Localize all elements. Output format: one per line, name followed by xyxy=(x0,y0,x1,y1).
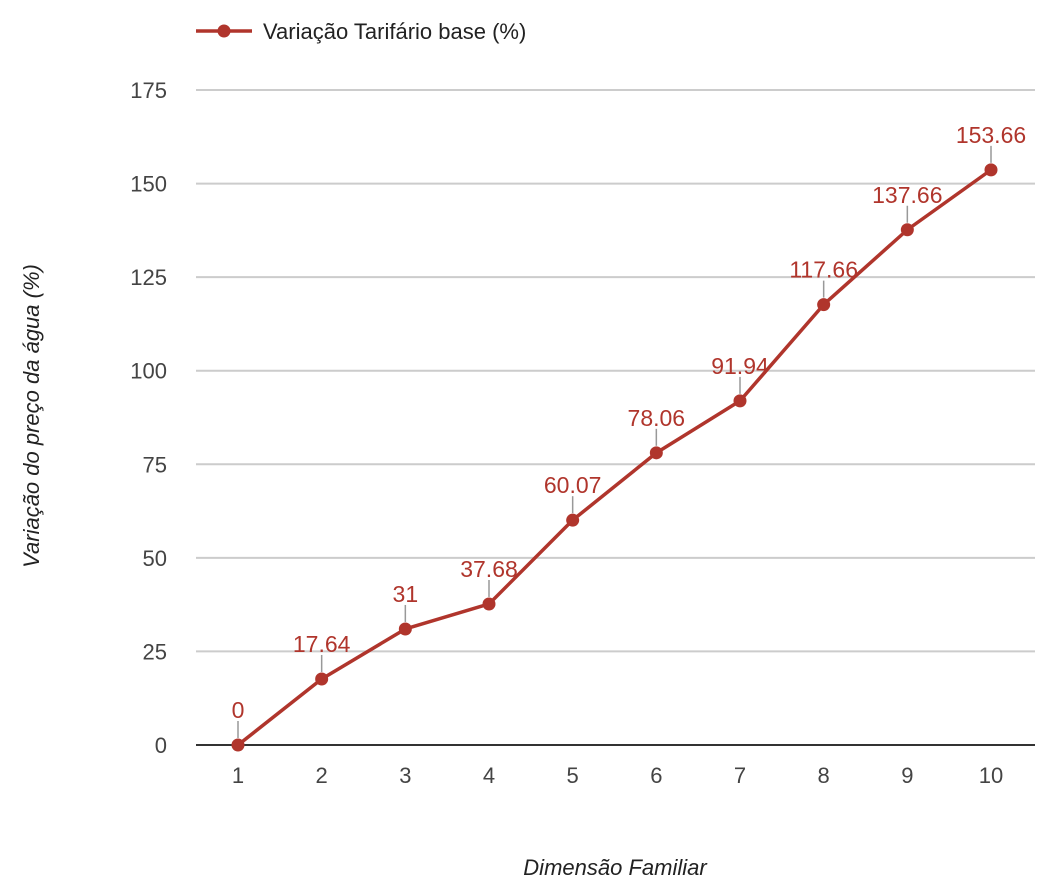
data-point[interactable] xyxy=(817,298,831,312)
gridlines xyxy=(196,89,1035,746)
data-point[interactable] xyxy=(900,223,914,237)
y-axis-title: Variação do preço da água (%) xyxy=(19,264,44,568)
data-value-label: 91.94 xyxy=(711,353,769,379)
series-line xyxy=(236,168,993,747)
x-axis-title: Dimensão Familiar xyxy=(523,855,708,880)
y-tick-label: 50 xyxy=(143,546,167,571)
y-tick-label: 175 xyxy=(130,78,167,103)
legend-dot-marker xyxy=(217,24,231,38)
data-point[interactable] xyxy=(315,672,329,686)
data-point[interactable] xyxy=(566,513,580,527)
data-value-label: 31 xyxy=(393,581,419,607)
y-tick-label: 100 xyxy=(130,359,167,384)
data-value-label: 117.66 xyxy=(789,257,858,283)
data-value-label: 37.68 xyxy=(460,556,518,582)
y-tick-label: 150 xyxy=(130,172,167,197)
x-tick-label: 5 xyxy=(567,763,579,788)
data-value-label: 153.66 xyxy=(956,122,1026,148)
x-tick-label: 3 xyxy=(399,763,411,788)
x-tick-label: 6 xyxy=(650,763,662,788)
data-value-label: 17.64 xyxy=(293,631,351,657)
data-point[interactable] xyxy=(984,163,998,177)
series-variacao-tarifario-base xyxy=(231,163,998,752)
data-labels: 0 17.64 31 37.68 60.07 78.06 91.94 117.66 137.66… xyxy=(232,122,1026,738)
legend-series-label: Variação Tarifário base (%) xyxy=(263,19,526,44)
y-tick-label: 125 xyxy=(130,265,167,290)
x-axis-ticks: 1 2 3 4 5 6 7 8 9 10 xyxy=(232,763,1003,788)
y-tick-label: 0 xyxy=(155,733,167,758)
data-point[interactable] xyxy=(482,597,496,611)
data-point[interactable] xyxy=(231,738,245,752)
x-tick-label: 1 xyxy=(232,763,244,788)
data-value-label: 137.66 xyxy=(872,182,942,208)
data-point[interactable] xyxy=(649,446,663,460)
x-tick-label: 8 xyxy=(818,763,830,788)
data-point[interactable] xyxy=(398,622,412,636)
data-value-label: 60.07 xyxy=(544,472,602,498)
y-tick-label: 75 xyxy=(143,452,167,477)
x-tick-label: 2 xyxy=(316,763,328,788)
y-axis-ticks: 0 25 50 75 100 125 150 175 xyxy=(130,78,167,758)
data-point[interactable] xyxy=(733,394,747,408)
legend[interactable]: Variação Tarifário base (%) xyxy=(196,19,526,44)
x-tick-label: 7 xyxy=(734,763,746,788)
data-value-label: 0 xyxy=(232,697,245,723)
x-tick-label: 9 xyxy=(901,763,913,788)
y-tick-label: 25 xyxy=(143,639,167,664)
x-tick-label: 4 xyxy=(483,763,495,788)
data-value-label: 78.06 xyxy=(628,405,686,431)
x-tick-label: 10 xyxy=(979,763,1003,788)
